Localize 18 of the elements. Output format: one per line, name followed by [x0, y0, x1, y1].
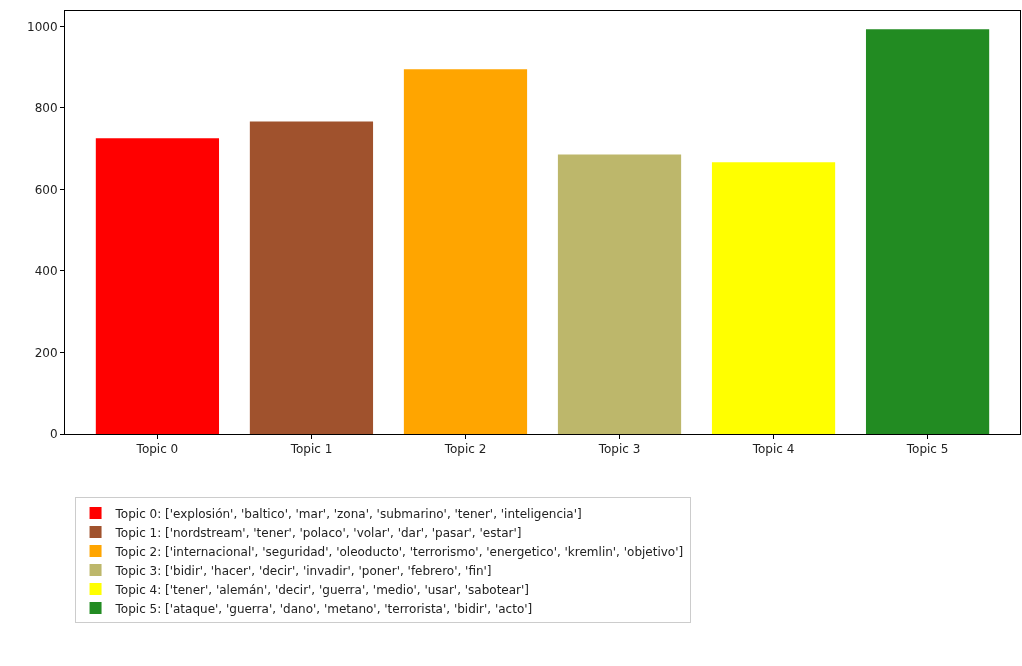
y-tick-label: 800: [34, 101, 58, 116]
x-tick-label: Topic 1: [289, 442, 333, 457]
x-tick-label: Topic 0: [135, 442, 179, 457]
legend-label: Topic 5: ['ataque', 'guerra', 'dano', 'metano', 'terrorista', 'bidir', 'acto']: [114, 601, 533, 616]
y-tick-label: 200: [34, 345, 58, 360]
y-tick-label: 0: [49, 427, 58, 442]
x-tick-label: Topic 4: [751, 442, 795, 457]
legend-label: Topic 4: ['tener', 'alemán', 'decir', 'guerra', 'medio', 'usar', 'sabotear']: [114, 582, 530, 597]
legend-label: Topic 0: ['explosión', 'baltico', 'mar', 'zona', 'submarino', 'tener', 'inteligencia']: [114, 506, 582, 521]
x-tick-label: Topic 2: [443, 442, 487, 457]
x-tick-label: Topic 5: [905, 442, 949, 457]
y-tick-label: 1000: [27, 19, 58, 34]
y-tick-label: 400: [34, 264, 58, 279]
x-tick-label: Topic 3: [597, 442, 641, 457]
y-tick-label: 600: [34, 182, 58, 197]
legend-label: Topic 2: ['internacional', 'seguridad', 'oleoducto', 'terrorismo', 'energetico', 'kremlin', 'objetivo']: [114, 544, 684, 559]
legend-label: Topic 3: ['bidir', 'hacer', 'decir', 'invadir', 'poner', 'febrero', 'fin']: [114, 563, 492, 578]
legend-label: Topic 1: ['nordstream', 'tener', 'polaco', 'volar', 'dar', 'pasar', 'estar']: [114, 525, 522, 540]
